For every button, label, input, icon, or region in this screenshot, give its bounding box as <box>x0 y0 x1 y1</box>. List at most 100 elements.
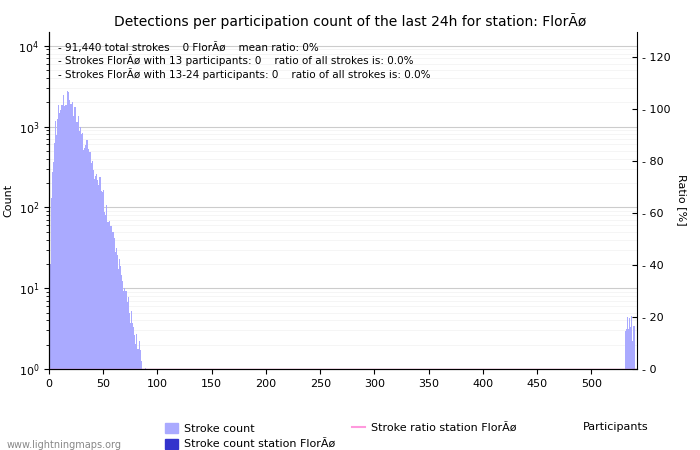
Bar <box>476 369 477 450</box>
Bar <box>277 369 279 450</box>
Bar <box>74 108 76 450</box>
Bar <box>629 318 630 450</box>
Bar <box>155 369 156 450</box>
Bar <box>557 369 559 450</box>
Bar <box>573 369 575 450</box>
Bar <box>364 369 365 450</box>
Bar <box>68 92 69 450</box>
Bar <box>316 369 318 450</box>
Bar <box>379 369 380 450</box>
Bar <box>403 369 405 450</box>
Bar <box>466 369 467 450</box>
Bar <box>620 369 622 450</box>
Bar <box>197 369 198 450</box>
Bar <box>473 369 474 450</box>
Bar <box>351 369 352 450</box>
Bar <box>169 369 170 450</box>
Bar <box>239 369 241 450</box>
Bar <box>299 369 300 450</box>
Bar <box>542 369 543 450</box>
Bar <box>448 369 449 450</box>
Bar <box>411 369 412 450</box>
Bar <box>168 369 169 450</box>
Bar <box>224 369 225 450</box>
Bar <box>451 369 452 450</box>
Bar <box>376 369 377 450</box>
Bar <box>221 369 222 450</box>
Bar <box>590 369 591 450</box>
Bar <box>489 369 490 450</box>
Bar <box>89 152 90 450</box>
Bar <box>543 369 544 450</box>
Bar <box>164 369 166 450</box>
Bar <box>428 369 429 450</box>
Bar <box>129 313 130 450</box>
Bar <box>310 369 311 450</box>
Bar <box>50 198 52 450</box>
Bar <box>567 369 568 450</box>
Bar <box>244 369 245 450</box>
Bar <box>220 369 221 450</box>
Bar <box>171 369 172 450</box>
Bar <box>103 189 104 450</box>
Bar <box>265 369 267 450</box>
Bar <box>300 369 301 450</box>
Bar <box>71 104 72 450</box>
Bar <box>313 369 314 450</box>
Bar <box>141 361 142 450</box>
Bar <box>158 369 159 450</box>
Bar <box>600 369 601 450</box>
Bar <box>513 369 514 450</box>
Bar <box>107 222 108 450</box>
Bar <box>480 369 482 450</box>
Bar <box>241 369 243 450</box>
Bar <box>518 369 519 450</box>
Bar <box>238 369 239 450</box>
Bar <box>202 369 204 450</box>
Bar <box>438 369 439 450</box>
Bar <box>589 369 590 450</box>
Bar <box>286 369 287 450</box>
Bar <box>335 369 336 450</box>
Bar <box>120 266 121 450</box>
Bar <box>522 369 524 450</box>
Bar <box>445 369 447 450</box>
Bar <box>632 341 634 450</box>
Bar <box>228 369 230 450</box>
Bar <box>401 369 402 450</box>
Bar <box>167 369 168 450</box>
Bar <box>324 369 325 450</box>
Bar <box>196 369 197 450</box>
Bar <box>271 369 272 450</box>
Bar <box>498 369 500 450</box>
Bar <box>458 369 460 450</box>
Bar <box>516 369 517 450</box>
Bar <box>494 369 496 450</box>
Bar <box>137 349 139 450</box>
Bar <box>417 369 419 450</box>
Bar <box>360 369 361 450</box>
Bar <box>502 369 503 450</box>
Bar <box>214 369 216 450</box>
Bar <box>157 369 158 450</box>
Bar <box>156 369 157 450</box>
Bar <box>391 369 393 450</box>
Bar <box>398 369 399 450</box>
Bar <box>194 369 195 450</box>
Bar <box>515 369 516 450</box>
Bar <box>86 140 88 450</box>
Bar <box>216 369 218 450</box>
Bar <box>309 369 310 450</box>
Bar <box>127 297 129 450</box>
Bar <box>423 369 424 450</box>
Bar <box>93 170 94 450</box>
Bar <box>251 369 253 450</box>
Bar <box>365 369 366 450</box>
Bar <box>626 329 627 450</box>
Bar <box>253 369 255 450</box>
Bar <box>95 176 96 450</box>
Bar <box>302 369 303 450</box>
Bar <box>84 148 85 450</box>
Bar <box>173 369 174 450</box>
Bar <box>62 95 64 450</box>
